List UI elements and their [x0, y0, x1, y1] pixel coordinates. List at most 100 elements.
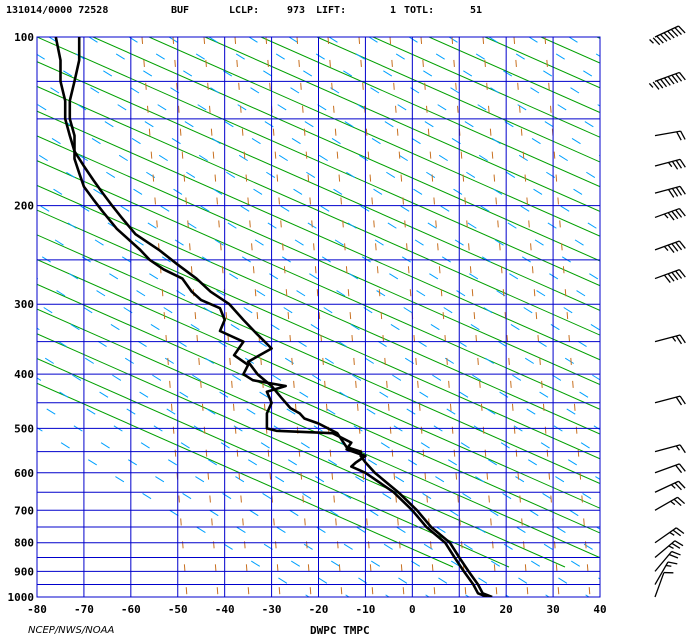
dry-adiabat-line — [37, 357, 510, 568]
wind-barb — [654, 240, 686, 253]
wind-barb-flag — [667, 273, 675, 282]
mixing-ratio-line — [37, 78, 600, 431]
mixing-ratio-line — [37, 178, 600, 530]
dry-adiabat-line — [596, 37, 600, 39]
wind-barb-half-flag — [675, 445, 680, 451]
wind-barb-flag — [652, 37, 661, 46]
moist-adiabat-line — [265, 37, 312, 597]
x-tick-label: -50 — [168, 603, 188, 616]
y-tick-label: 400 — [14, 368, 34, 381]
wind-barb-flag — [675, 527, 685, 534]
header-bar: 131014/0000 72528 BUF LCLP: 973 LIFT: 1 … — [6, 5, 482, 16]
moist-adiabat-line — [234, 37, 281, 597]
wind-barb-staff — [654, 130, 681, 137]
wind-barb-flag — [652, 81, 660, 90]
dry-adiabat-line — [37, 234, 600, 485]
wind-barb-staff — [654, 496, 678, 511]
wind-barb-flag — [677, 496, 686, 505]
x-tick-label: 20 — [500, 603, 513, 616]
wind-barb-flag — [675, 73, 683, 82]
wind-barb-flag — [667, 76, 675, 85]
wind-barb-flag — [656, 80, 664, 89]
x-tick-label: -80 — [27, 603, 47, 616]
wind-barb-flag — [663, 32, 672, 41]
x-tick-label: 0 — [409, 603, 416, 616]
wind-barb-half-flag — [663, 213, 669, 219]
profile-line-dwpc — [68, 37, 488, 597]
x-tick-label: -40 — [215, 603, 235, 616]
wind-barb-flag — [675, 396, 683, 406]
dry-adiabat-line — [37, 308, 600, 559]
y-tick-label: 900 — [14, 565, 34, 578]
y-tick-label: 500 — [14, 422, 34, 435]
wind-barb-flag — [667, 561, 678, 565]
y-tick-label: 600 — [14, 467, 34, 480]
wind-barb-half-flag — [648, 82, 654, 88]
moist-adiabat-line — [513, 37, 560, 597]
wind-barb-flag — [676, 131, 682, 141]
wind-barb — [654, 207, 686, 221]
wind-barb-staff — [654, 395, 681, 404]
wind-barb-staff — [654, 463, 680, 474]
header-lift-label: LIFT: — [316, 5, 346, 16]
mixing-ratio-line — [609, 37, 698, 597]
wind-barb — [654, 561, 678, 585]
mixing-ratio-line — [649, 37, 698, 597]
wind-barb — [654, 334, 686, 345]
wind-barb-half-flag — [670, 484, 676, 489]
wind-barb-flag — [660, 78, 668, 88]
wind-barb-staff — [654, 561, 669, 585]
x-tick-label: -30 — [262, 603, 282, 616]
wind-barb-flag — [673, 498, 682, 507]
dry-adiabat-line — [37, 37, 600, 287]
wind-barb-staff — [654, 334, 681, 343]
wind-barb-flag — [659, 34, 668, 42]
wind-barb-flag — [680, 130, 686, 140]
dry-adiabat-line — [37, 135, 600, 386]
dry-adiabat-line — [204, 37, 600, 213]
wind-barb — [654, 496, 686, 511]
wind-barb — [648, 71, 686, 90]
wind-barb — [654, 550, 681, 572]
wind-barb-half-flag — [668, 545, 674, 550]
wind-barb-flag — [674, 482, 682, 491]
dry-adiabat-line — [372, 37, 600, 138]
plot-frame — [36, 36, 601, 598]
wind-barb-flag — [675, 209, 683, 218]
mixing-ratio-line — [37, 103, 600, 456]
mixing-ratio-line — [248, 37, 600, 256]
pressure-temperature-grid — [36, 36, 601, 598]
wind-barb-flag — [671, 542, 681, 549]
wind-barb-flag — [675, 187, 683, 196]
wind-barb-flag — [671, 272, 679, 281]
wind-barb-flag — [678, 480, 686, 489]
wind-barb-staff — [654, 572, 665, 598]
wind-barb-flag — [667, 212, 675, 221]
wind-barb-flag — [671, 161, 679, 170]
dry-adiabat-line — [37, 259, 600, 509]
x-tick-label: -20 — [309, 603, 329, 616]
moist-adiabat-line — [141, 37, 188, 597]
x-tick-label: -60 — [121, 603, 141, 616]
wind-barb-staff — [654, 527, 677, 544]
dry-adiabat-line — [37, 382, 454, 568]
x-tick-label: 30 — [546, 603, 559, 616]
y-tick-label: 800 — [14, 537, 34, 550]
moist-adiabat-line — [358, 37, 405, 597]
dry-adiabat-line — [37, 209, 600, 460]
x-tick-label: -70 — [74, 603, 94, 616]
header-station-time: 131014/0000 72528 — [6, 5, 108, 16]
wind-barb-flag — [675, 241, 683, 251]
dry-adiabat-line — [37, 184, 600, 435]
mixing-ratio-line — [37, 427, 310, 597]
wind-barb-flag — [678, 240, 686, 249]
moist-adiabat-line — [296, 37, 343, 597]
wind-barb — [654, 395, 686, 406]
wind-barb-staff — [654, 207, 680, 219]
wind-barb-flag — [678, 269, 686, 278]
wind-barb-staff — [654, 551, 673, 572]
y-tick-label: 300 — [14, 298, 34, 311]
wind-barb-flag — [671, 188, 679, 197]
wind-barb-staff — [654, 540, 676, 558]
